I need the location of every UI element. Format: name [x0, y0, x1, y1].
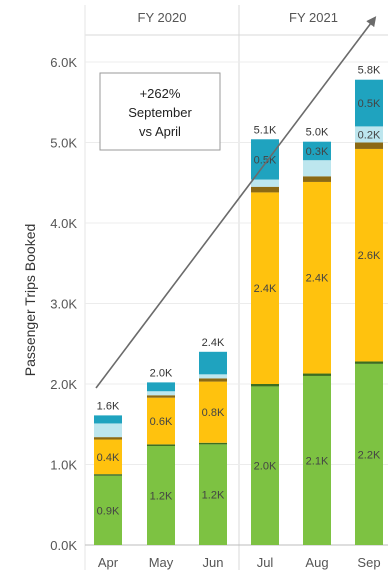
total-label: 5.0K: [306, 127, 329, 139]
labels-layer: 0.0K 1.0K 2.0K 3.0K 4.0K 5.0K 6.0K 0.9K 0.4K 1.6K…: [50, 55, 381, 570]
bar-segment: [94, 475, 122, 545]
bar-segment: [94, 423, 122, 438]
grid-layer: [84, 5, 388, 570]
total-label: 1.6K: [97, 400, 120, 412]
segment-label: 0.5K: [358, 98, 381, 110]
bar-segment: [199, 378, 227, 382]
bar-segment: [355, 126, 383, 143]
annotation-layer: +262% September vs April: [99, 72, 221, 151]
segment-label: 0.8K: [202, 407, 225, 419]
segment-label: 2.4K: [306, 273, 329, 285]
y-axis-label: Passenger Trips Booked: [22, 224, 38, 377]
segment-label: 0.5K: [254, 154, 277, 166]
bar-segment: [355, 142, 383, 149]
segment-label: 2.1K: [306, 455, 329, 467]
bar-segment: [94, 439, 122, 475]
bar-segment: [355, 148, 383, 362]
bar-segment: [303, 141, 331, 161]
bar-segment: [94, 437, 122, 440]
bar-segment: [251, 192, 279, 384]
x-tick-label: Aug: [305, 555, 328, 570]
bar-segment: [147, 397, 175, 445]
bar-segment: [303, 160, 331, 177]
y-tick-label: 0.0K: [50, 538, 77, 553]
fiscal-year-header: FY 2020 FY 2021: [138, 10, 338, 25]
x-tick-label: Apr: [98, 555, 119, 570]
x-tick-label: Sep: [357, 555, 380, 570]
bar-segment: [303, 375, 331, 545]
x-tick-label: May: [149, 555, 174, 570]
y-tick-label: 1.0K: [50, 458, 77, 473]
bar-segment: [147, 445, 175, 545]
bar-segment: [199, 381, 227, 443]
y-tick-label: 4.0K: [50, 216, 77, 231]
segment-label: 0.2K: [358, 129, 381, 141]
y-tick-label: 2.0K: [50, 377, 77, 392]
trend-arrow: [95, 16, 377, 389]
fiscal-year-label: FY 2021: [289, 10, 338, 25]
total-label: 2.4K: [202, 337, 225, 349]
bar-segment: [94, 415, 122, 424]
segment-label: 2.2K: [358, 449, 381, 461]
bar-segment: [303, 373, 331, 376]
bar-segment: [147, 444, 175, 446]
x-tick-label: Jul: [257, 555, 274, 570]
segment-label: 2.6K: [358, 250, 381, 262]
bar-segment: [251, 186, 279, 193]
bar-segment: [251, 386, 279, 545]
bar-segment: [199, 442, 227, 445]
total-label: 2.0K: [150, 367, 173, 379]
bar-segment: [147, 382, 175, 392]
trend-arrow-layer: [95, 16, 377, 389]
total-label: 5.8K: [358, 65, 381, 77]
bar-segment: [94, 474, 122, 476]
annotation-line-1: +262%: [140, 86, 181, 101]
bar-segment: [355, 361, 383, 364]
annotation-line-2: September: [128, 105, 192, 120]
annotation-box: [99, 72, 221, 151]
bar-segment: [199, 444, 227, 545]
segment-label: 1.2K: [202, 490, 225, 502]
fiscal-year-label: FY 2020: [138, 10, 187, 25]
bar-segment: [303, 181, 331, 374]
total-label: 5.1K: [254, 124, 277, 136]
y-tick-label: 5.0K: [50, 136, 77, 151]
x-tick-label: Jun: [203, 555, 224, 570]
segment-label: 0.6K: [150, 416, 173, 428]
segment-label: 0.9K: [97, 505, 120, 517]
bar-segment: [199, 374, 227, 379]
bar-segment: [355, 79, 383, 127]
y-tick-label: 6.0K: [50, 55, 77, 70]
segment-label: 2.4K: [254, 283, 277, 295]
bar-segment: [251, 384, 279, 387]
annotation-line-3: vs April: [139, 124, 181, 139]
bar-segment: [251, 139, 279, 180]
bar-segment: [303, 176, 331, 182]
bar-segment: [251, 179, 279, 187]
segment-label: 0.4K: [97, 452, 120, 464]
y-tick-label: 3.0K: [50, 297, 77, 312]
bar-segment: [147, 391, 175, 396]
bar-segment: [147, 395, 175, 398]
bar-segment: [199, 351, 227, 375]
segment-label: 0.3K: [306, 146, 329, 158]
segment-label: 1.2K: [150, 490, 173, 502]
segment-label: 2.0K: [254, 461, 277, 473]
bar-segment: [355, 363, 383, 545]
bars-layer: [94, 79, 383, 545]
